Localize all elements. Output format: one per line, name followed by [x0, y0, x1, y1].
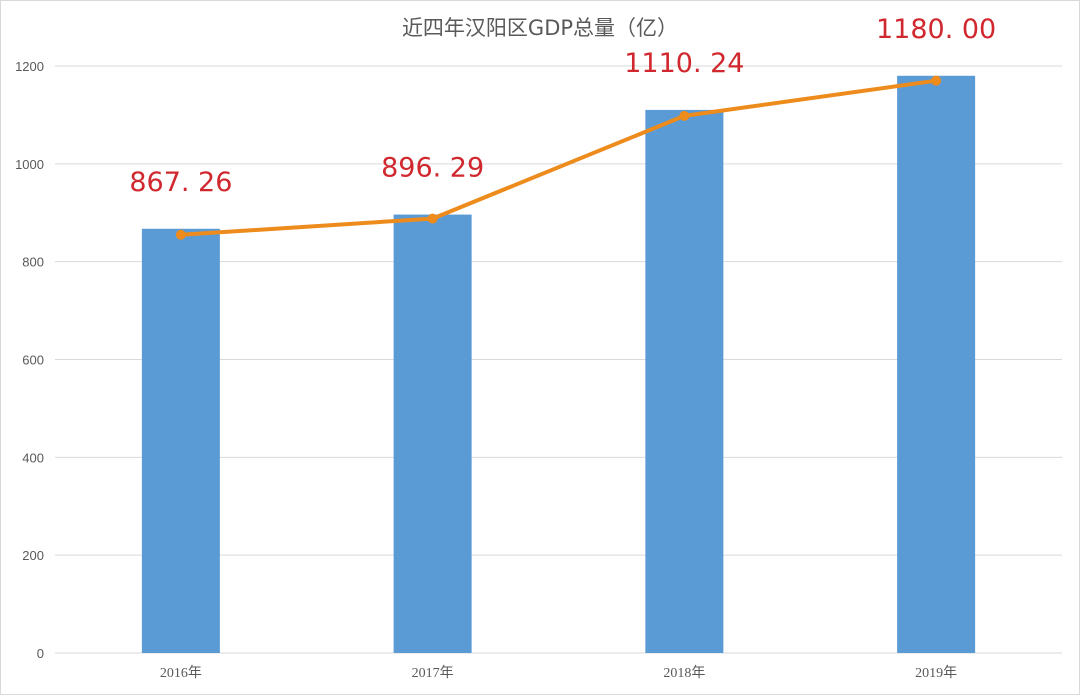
- data-label: 867. 26: [129, 167, 232, 198]
- y-tick-label: 0: [37, 646, 44, 661]
- trend-line: [178, 78, 939, 237]
- x-tick-label: 2019年: [915, 665, 957, 681]
- y-tick-label: 1000: [15, 157, 44, 172]
- y-tick-label: 800: [22, 255, 44, 270]
- line-marker: [679, 110, 690, 121]
- bar: [393, 214, 472, 653]
- line-marker: [931, 75, 942, 86]
- x-tick-label: 2016年: [160, 665, 202, 681]
- x-tick-label: 2017年: [412, 665, 454, 681]
- y-tick-label: 400: [22, 450, 44, 465]
- x-axis: 2016年 2017年 2018年 2019年: [160, 665, 957, 681]
- y-tick-label: 1200: [15, 59, 44, 74]
- data-label: 1180. 00: [876, 14, 996, 45]
- line-marker: [175, 229, 186, 240]
- bar: [645, 109, 724, 654]
- line-series: [175, 75, 942, 240]
- y-tick-label: 200: [22, 548, 44, 563]
- bar: [141, 228, 220, 653]
- y-tick-label: 600: [22, 353, 44, 368]
- line-marker: [427, 213, 438, 224]
- gridlines: [55, 65, 1062, 654]
- data-label: 896. 29: [381, 153, 484, 184]
- x-tick-label: 2018年: [663, 665, 705, 681]
- chart-title: 近四年汉阳区GDP总量（亿）: [401, 16, 679, 40]
- y-axis: 0 200 400 600 800 1000 1200: [15, 59, 44, 661]
- bar: [897, 75, 976, 654]
- bar-series: [141, 75, 976, 654]
- data-label: 1110. 24: [624, 48, 744, 79]
- data-labels: 867. 26 896. 29 1110. 24 1180. 00: [129, 14, 996, 198]
